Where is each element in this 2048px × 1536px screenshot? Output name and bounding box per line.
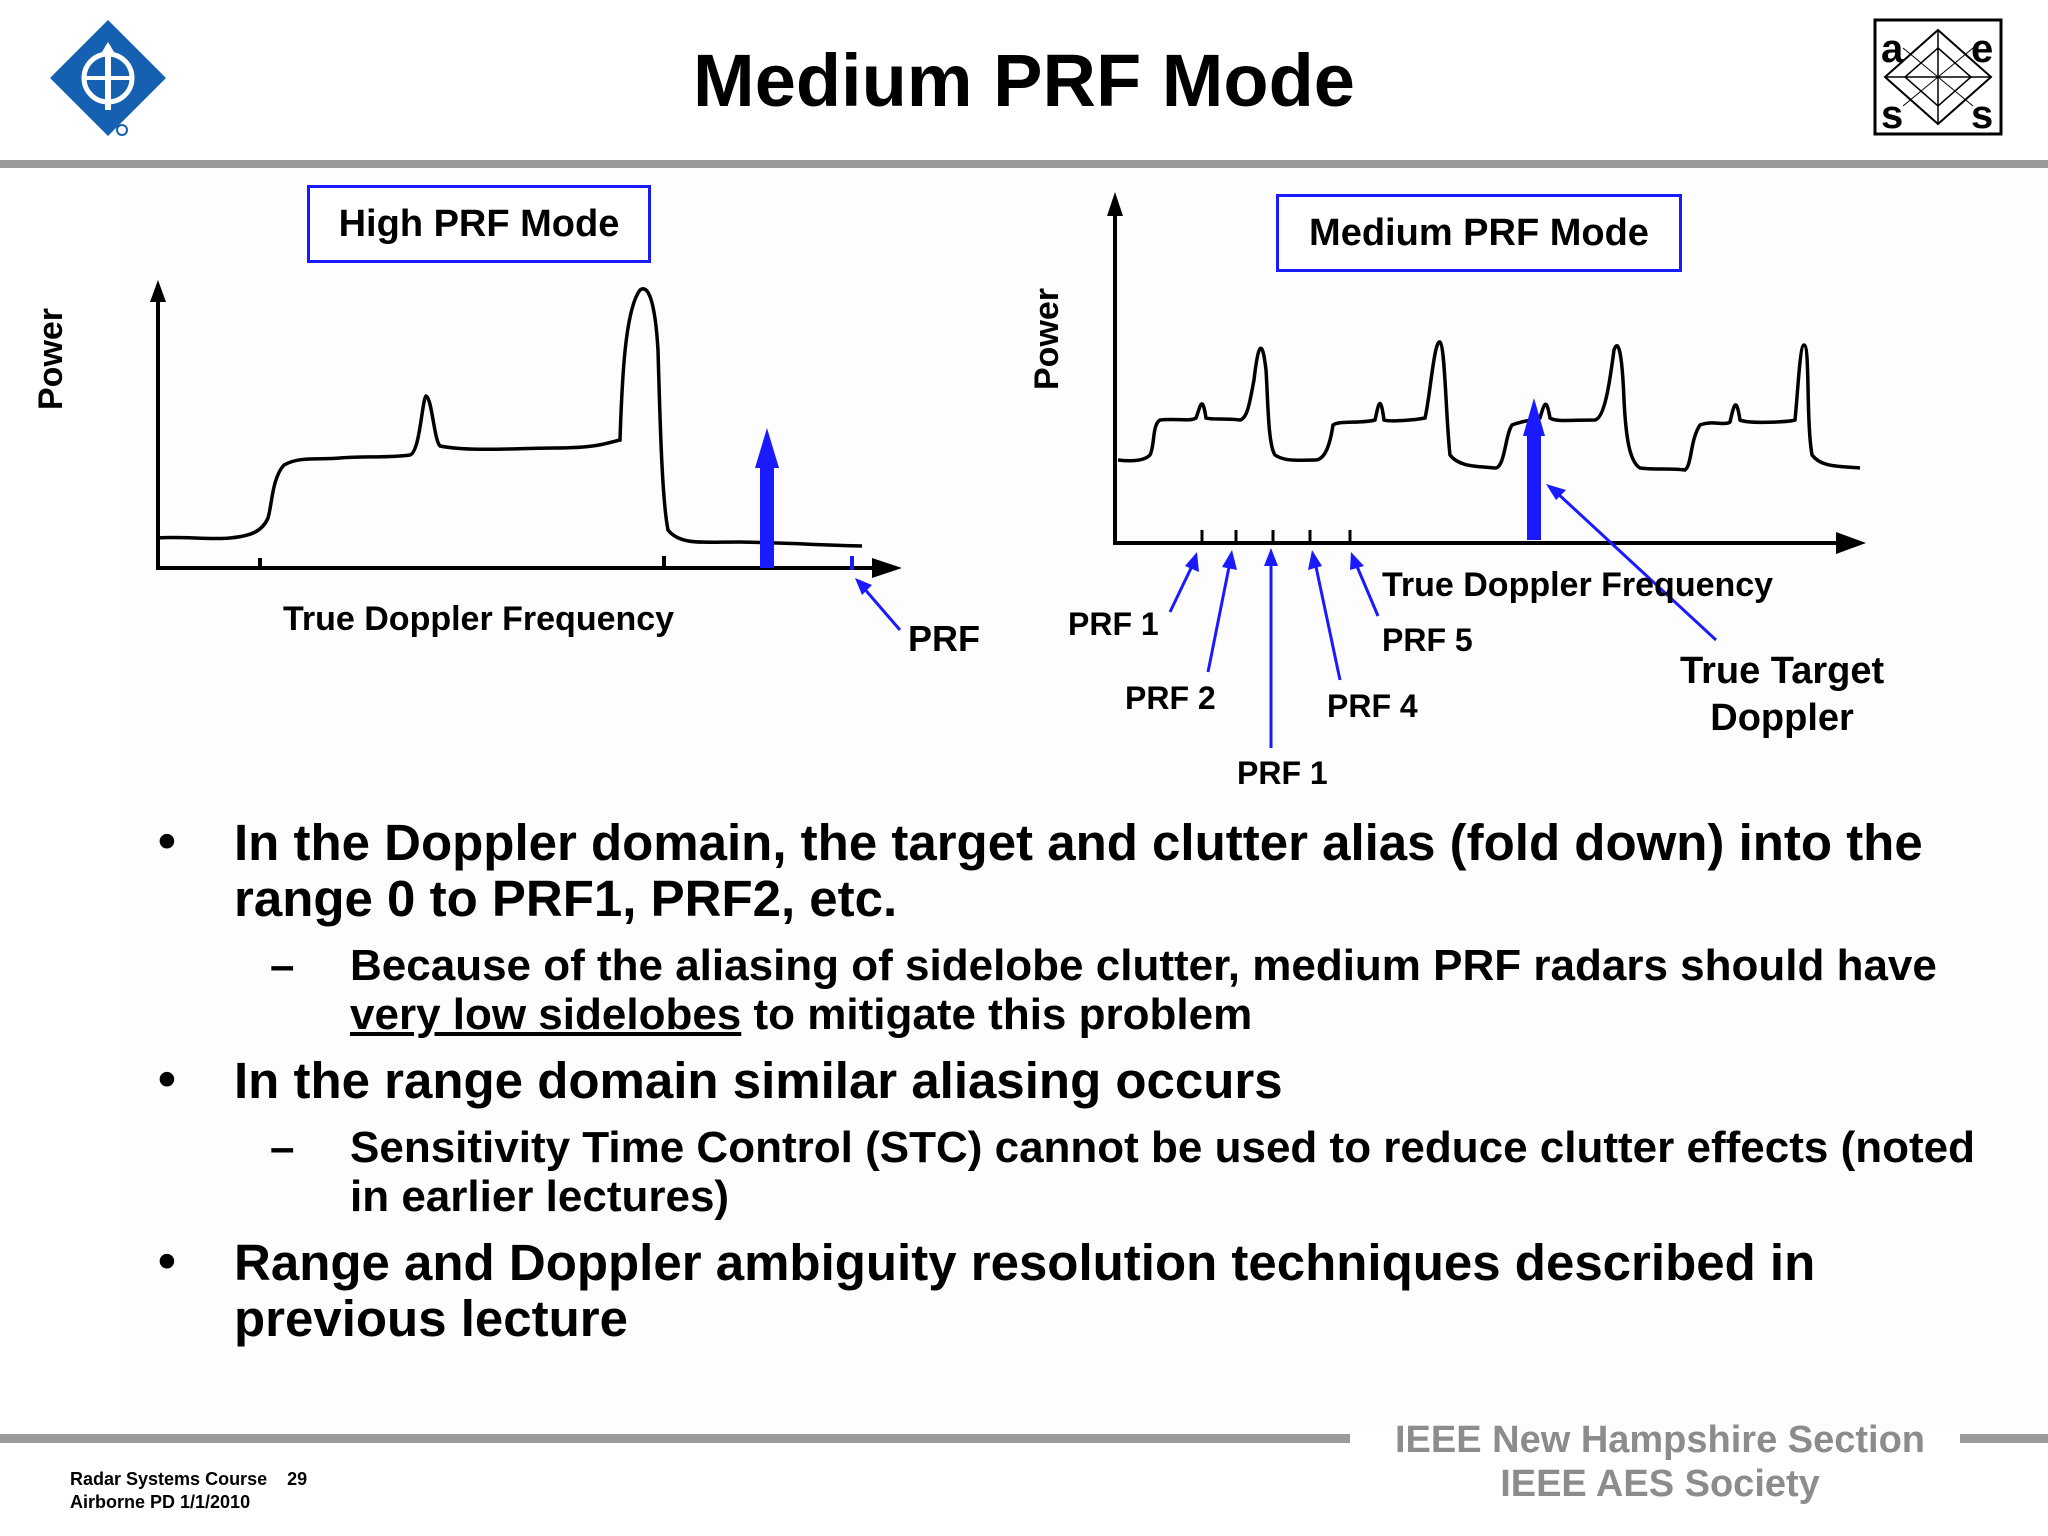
left-spectrum-curve: [157, 287, 863, 548]
dash-mark: –: [270, 1123, 295, 1172]
right-prf-label-5: PRF 5: [1382, 622, 1473, 658]
bullet-1-sub-underlined: very low sidelobes: [350, 990, 742, 1039]
footer-page-number: 29: [287, 1469, 308, 1489]
bullet-3: • Range and Doppler ambiguity resolution …: [150, 1232, 2000, 1347]
bullet-1: • In the Doppler domain, the target and c…: [150, 812, 2000, 927]
bullet-2-sub: – Sensitivity Time Control (STC) cannot b…: [150, 1123, 2000, 1221]
high-prf-diagram: [150, 280, 902, 631]
aess-letter-s1: s: [1881, 93, 1903, 136]
medium-prf-diagram: [1107, 192, 1866, 748]
aess-logo-icon: a e s s: [1873, 18, 2003, 136]
content-background: [120, 168, 2048, 1430]
right-y-arrowhead: [1107, 192, 1123, 216]
right-prf-pointer-heads: [1185, 484, 1566, 572]
right-spectrum-curve: [1117, 340, 1861, 472]
target-label: True Target Doppler: [1680, 648, 1884, 742]
bullet-2: • In the range domain similar aliasing oc…: [150, 1050, 2000, 1109]
slide-title: Medium PRF Mode: [693, 39, 1355, 122]
dash-mark: –: [270, 941, 295, 990]
left-ylabel: Power: [32, 307, 70, 410]
target-label-line2: Doppler: [1710, 697, 1854, 739]
bullet-1-sub: – Because of the aliasing of sidelobe clu…: [150, 941, 2000, 1039]
right-prf-label-1: PRF 1: [1068, 606, 1159, 642]
left-xlabel: True Doppler Frequency: [283, 600, 675, 638]
bullet-1-text: In the Doppler domain, the target and cl…: [234, 814, 1923, 927]
bullet-1-sub-pre: Because of the aliasing of sidelobe clut…: [350, 941, 1937, 990]
right-prf-label-2: PRF 2: [1125, 680, 1216, 716]
high-prf-label: High PRF Mode: [307, 185, 651, 263]
bullet-2-sub-text: Sensitivity Time Control (STC) cannot be…: [350, 1123, 1975, 1221]
footer-course: Radar Systems Course 29 Airborne PD 1/1/…: [70, 1468, 307, 1514]
left-y-arrowhead: [150, 280, 166, 302]
bullet-mark: •: [158, 1050, 176, 1107]
footer-subtitle: Airborne PD 1/1/2010: [70, 1492, 251, 1512]
right-prf-pointers: [1168, 490, 1718, 748]
footer-org: IEEE New Hampshire Section IEEE AES Soci…: [1340, 1418, 1980, 1506]
footer-rule-left: [0, 1434, 1350, 1443]
medium-prf-label: Medium PRF Mode: [1276, 194, 1682, 272]
right-prf-label-1b: PRF 1: [1237, 755, 1328, 791]
right-target-bar: [1527, 432, 1541, 540]
footer-org-1: IEEE New Hampshire Section: [1394, 1419, 1926, 1461]
right-xlabel: True Doppler Frequency: [1382, 566, 1774, 604]
header-divider: [0, 160, 2048, 168]
ieee-diamond-icon: [50, 20, 166, 136]
bullet-list: • In the Doppler domain, the target and c…: [150, 812, 2000, 1361]
left-x-arrowhead: [872, 558, 902, 578]
left-prf-pointer-head: [855, 578, 872, 595]
right-ylabel: Power: [1028, 287, 1066, 390]
bullet-2-text: In the range domain similar aliasing occ…: [234, 1052, 1283, 1109]
left-prf-pointer: [860, 585, 902, 631]
aess-letter-a: a: [1881, 27, 1904, 71]
bullet-mark: •: [158, 812, 176, 869]
left-target-arrowhead: [755, 428, 779, 468]
right-x-arrowhead: [1836, 532, 1866, 554]
right-target-arrowhead: [1523, 398, 1545, 436]
footer-course-name: Radar Systems Course: [70, 1469, 268, 1489]
footer-rule-right: [1960, 1434, 2048, 1443]
aess-letter-s2: s: [1971, 93, 1993, 136]
target-label-line1: True Target: [1680, 650, 1885, 692]
bullet-3-text: Range and Doppler ambiguity resolution t…: [234, 1234, 1816, 1347]
left-target-bar: [760, 464, 774, 568]
footer-org-2: IEEE AES Society: [1500, 1463, 1820, 1505]
bullet-mark: •: [158, 1232, 176, 1289]
bullet-1-sub-post: to mitigate this problem: [741, 990, 1253, 1039]
left-prf-label: PRF: [908, 618, 980, 659]
right-prf-label-4: PRF 4: [1327, 688, 1418, 724]
aess-letter-e: e: [1971, 27, 1993, 71]
